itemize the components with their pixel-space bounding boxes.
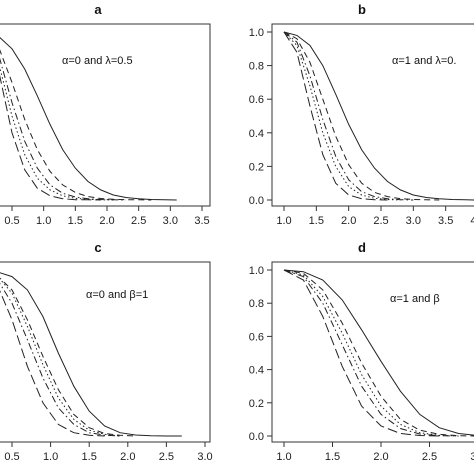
panel-b: b α=1 and λ=0. 1.0 1.5 2.0 2.5 3.0 3.5 4.0 0.0 0.2… <box>249 2 474 227</box>
plot-frame <box>271 23 474 207</box>
x-tick-label: 3.0 <box>406 215 421 227</box>
x-tick-label: 3.0 <box>163 215 178 227</box>
panel-d: d α=1 and β 1.0 1.5 2.0 2.5 3.0 0.0 0.2 0.4 0.6 0.8… <box>249 240 474 463</box>
x-tick-label: 1.5 <box>82 451 97 463</box>
x-tick-label: 1.5 <box>68 215 83 227</box>
panel-c: c α=0 and β=1 0.5 1.0 1.5 2.0 2.5 3.0 <box>0 240 213 463</box>
y-tick-label: 0.4 <box>249 365 264 377</box>
series-line-5 <box>283 31 388 201</box>
y-tick-label: 0.6 <box>249 331 264 343</box>
panel-annotation: α=1 and β <box>390 293 440 305</box>
y-tick-label: 0.0 <box>249 431 264 443</box>
y-tick-label: 0.4 <box>249 128 264 140</box>
series-line-1 <box>0 272 182 437</box>
series-line-3 <box>0 282 121 437</box>
series-line-3 <box>0 57 127 201</box>
series-line-4 <box>0 278 121 437</box>
x-tick-label: 3.0 <box>470 451 474 463</box>
panel-a: a α=0 and λ=0.5 0.5 1.0 1.5 2.0 2.5 3.0 3.5 <box>0 2 211 227</box>
panel-letter: d <box>358 240 366 255</box>
x-tick-label: 2.0 <box>120 451 135 463</box>
x-tick-label: 0.5 <box>4 451 19 463</box>
x-tick-label: 2.5 <box>131 215 146 227</box>
x-tick-label: 0.5 <box>4 215 19 227</box>
series-line-2 <box>0 49 152 201</box>
panel-letter: a <box>94 2 102 17</box>
x-tick-label: 3.5 <box>194 215 209 227</box>
y-tick-label: 0.6 <box>249 94 264 106</box>
x-tick-label: 3.5 <box>438 215 453 227</box>
panel-annotation: α=0 and λ=0.5 <box>62 55 133 67</box>
series-line-5 <box>283 269 440 437</box>
panel-letter: c <box>94 240 101 255</box>
x-tick-label: 2.0 <box>373 451 388 463</box>
y-tick-label: 1.0 <box>249 265 264 277</box>
series-line-1 <box>283 31 474 201</box>
panel-annotation: α=1 and λ=0. <box>392 55 456 67</box>
series-line-3 <box>283 31 414 201</box>
panel-annotation: α=0 and β=1 <box>86 289 148 301</box>
x-tick-label: 1.0 <box>276 451 291 463</box>
plot-frame <box>0 261 211 443</box>
y-tick-label: 0.8 <box>249 298 264 310</box>
y-tick-label: 0.0 <box>249 195 264 207</box>
series-line-2 <box>283 31 440 201</box>
x-tick-label: 2.5 <box>422 451 437 463</box>
series-line-5 <box>0 290 105 437</box>
plot-frame <box>271 261 474 443</box>
series-line-4 <box>0 66 114 201</box>
x-tick-label: 4.0 <box>470 215 474 227</box>
plot-frame <box>0 23 211 207</box>
x-tick-label: 3.0 <box>197 451 212 463</box>
x-tick-label: 2.0 <box>341 215 356 227</box>
panel-letter: b <box>358 2 366 17</box>
y-tick-label: 1.0 <box>249 27 264 39</box>
y-tick-label: 0.8 <box>249 61 264 73</box>
x-tick-label: 1.5 <box>325 451 340 463</box>
series-line-2 <box>283 269 474 437</box>
series-line-1 <box>0 36 177 201</box>
x-tick-label: 1.0 <box>43 451 58 463</box>
series-line-5 <box>0 74 101 201</box>
y-tick-label: 0.2 <box>249 161 264 173</box>
x-tick-label: 1.0 <box>36 215 51 227</box>
series-line-4 <box>283 31 401 201</box>
series-line-3 <box>283 269 459 437</box>
x-tick-label: 1.0 <box>276 215 291 227</box>
x-tick-label: 2.5 <box>373 215 388 227</box>
y-tick-label: 0.2 <box>249 398 264 410</box>
series-line-2 <box>0 277 136 437</box>
x-tick-label: 2.5 <box>159 451 174 463</box>
series-line-1 <box>283 269 474 436</box>
x-tick-label: 1.5 <box>309 215 324 227</box>
x-tick-label: 2.0 <box>99 215 114 227</box>
